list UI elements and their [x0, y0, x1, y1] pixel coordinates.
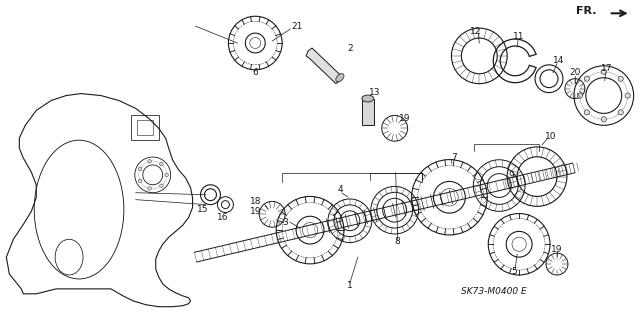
Polygon shape — [362, 99, 374, 125]
Circle shape — [618, 110, 623, 115]
Circle shape — [159, 162, 163, 166]
Text: 18: 18 — [250, 197, 261, 206]
Circle shape — [601, 117, 606, 122]
Text: 19: 19 — [399, 114, 410, 123]
Text: 3: 3 — [282, 218, 288, 227]
Text: 13: 13 — [369, 88, 381, 97]
Text: 2: 2 — [347, 44, 353, 54]
Text: 7: 7 — [452, 153, 458, 162]
Text: 15: 15 — [196, 205, 208, 214]
Circle shape — [138, 179, 142, 183]
Text: 19: 19 — [250, 207, 261, 216]
Circle shape — [148, 187, 152, 190]
Text: FR.: FR. — [576, 6, 596, 16]
Circle shape — [138, 167, 142, 171]
Text: 16: 16 — [217, 213, 228, 222]
Text: 14: 14 — [553, 56, 564, 65]
Text: 8: 8 — [395, 237, 401, 246]
Text: 21: 21 — [291, 22, 303, 31]
Circle shape — [584, 76, 589, 81]
Text: SK73-M0400 E: SK73-M0400 E — [461, 287, 527, 296]
Polygon shape — [306, 48, 342, 84]
Circle shape — [159, 184, 163, 188]
Text: 5: 5 — [511, 266, 517, 276]
Text: 6: 6 — [252, 68, 258, 77]
Text: 1: 1 — [347, 281, 353, 290]
Circle shape — [165, 173, 168, 177]
Text: 11: 11 — [513, 32, 525, 41]
Text: 10: 10 — [545, 132, 557, 141]
Text: 19: 19 — [551, 245, 563, 254]
Text: 9: 9 — [508, 171, 514, 180]
Ellipse shape — [336, 74, 344, 82]
Circle shape — [618, 76, 623, 81]
Ellipse shape — [362, 95, 374, 102]
Circle shape — [584, 110, 589, 115]
Text: 4: 4 — [337, 184, 343, 194]
Text: 20: 20 — [569, 68, 580, 77]
Text: 12: 12 — [470, 26, 481, 36]
Circle shape — [625, 93, 630, 98]
Circle shape — [148, 160, 152, 163]
Text: 17: 17 — [601, 64, 612, 73]
Circle shape — [601, 69, 606, 74]
Circle shape — [577, 93, 582, 98]
